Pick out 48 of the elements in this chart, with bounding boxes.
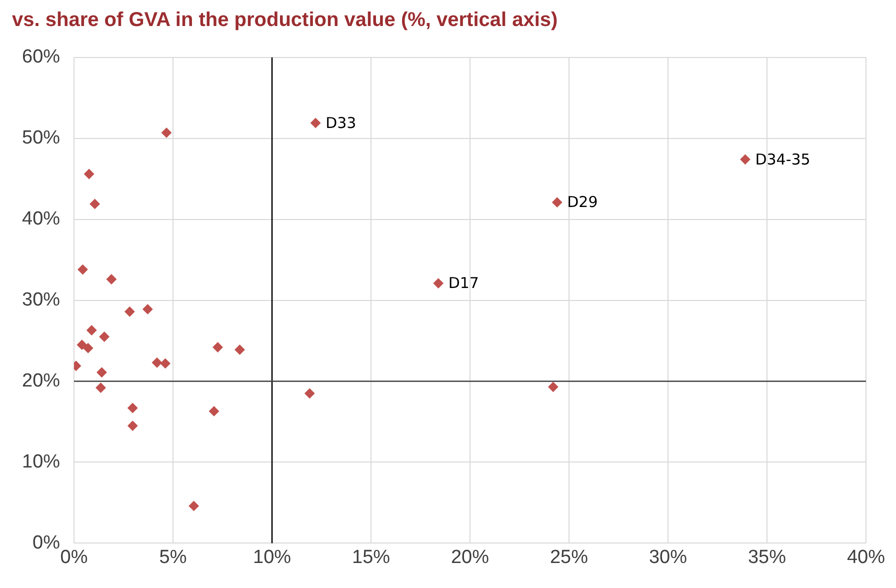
point: [161, 128, 172, 138]
point: [160, 358, 170, 368]
annotation: D17: [448, 274, 479, 292]
point: [124, 306, 135, 317]
x-tick-label: 0%: [60, 546, 88, 568]
point: [76, 340, 87, 350]
point: [552, 197, 562, 208]
point: [106, 274, 116, 284]
chart-title: vs. share of GVA in the production value (%, vertical axis): [11, 8, 559, 32]
point: [90, 198, 100, 209]
point: [142, 304, 153, 314]
x-tick-label: 20%: [450, 546, 490, 568]
point: [234, 344, 245, 355]
x-tick-label: 35%: [748, 546, 786, 568]
point: [152, 358, 162, 368]
point: [83, 343, 94, 354]
y-tick-label: 30%: [22, 290, 60, 311]
y-tick-label: 0%: [32, 532, 60, 554]
point: [84, 168, 94, 179]
y-tick-label: 10%: [22, 451, 60, 472]
x-tick-label: 10%: [253, 546, 292, 568]
x-tick-label: 5%: [159, 546, 187, 568]
point: [128, 420, 138, 431]
x-tick-label: 30%: [648, 546, 688, 568]
point: [209, 406, 220, 416]
point: [78, 264, 88, 275]
point: [433, 278, 444, 288]
x-tick-label: 15%: [352, 546, 390, 568]
point: [96, 382, 106, 393]
point: [99, 332, 110, 342]
y-tick-label: 60%: [22, 46, 60, 68]
y-tick-label: 20%: [22, 370, 60, 392]
point: [86, 325, 97, 336]
x-tick-label: 25%: [550, 546, 588, 568]
annotation: D33: [326, 114, 356, 132]
x-tick-label: 40%: [846, 546, 886, 568]
point: [310, 118, 321, 128]
point: [740, 154, 750, 164]
annotation: D29: [567, 193, 598, 212]
point: [548, 382, 558, 392]
point: [96, 367, 107, 378]
y-tick-label: 40%: [22, 208, 60, 230]
point: [212, 342, 223, 352]
point: [188, 500, 199, 511]
point: [304, 388, 315, 398]
annotation: D34-35: [755, 150, 810, 168]
point: [128, 402, 138, 413]
y-tick-label: 50%: [22, 128, 60, 149]
